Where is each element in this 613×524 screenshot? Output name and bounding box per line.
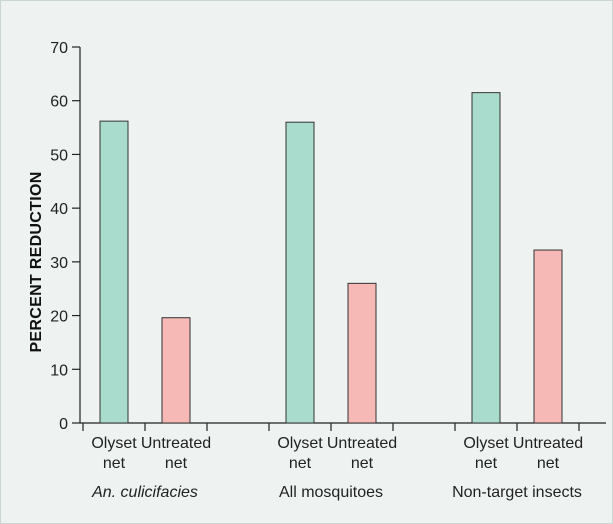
- bar: [99, 120, 129, 424]
- group-label: An. culicifacies: [91, 484, 198, 501]
- y-tick-label: 10: [50, 362, 68, 379]
- x-tick-label: Untreated net: [141, 435, 211, 472]
- bar: [347, 282, 377, 424]
- y-tick-label: 60: [50, 94, 68, 111]
- bar: [471, 92, 501, 424]
- x-tick-label: Olyset net: [91, 435, 137, 472]
- bar: [533, 249, 563, 424]
- group-label: Non-target insects: [452, 484, 582, 501]
- y-tick-label: 20: [50, 309, 68, 326]
- y-tick-label: 30: [50, 255, 68, 272]
- y-tick-label: 40: [50, 201, 68, 218]
- y-tick-label: 0: [59, 416, 68, 433]
- group-label: All mosquitoes: [279, 484, 383, 501]
- y-tick-label: 50: [50, 147, 68, 164]
- y-tick-label: 70: [50, 40, 68, 57]
- bar: [161, 317, 191, 424]
- y-axis: 0 10 20 30 40 50 60 70: [50, 40, 81, 433]
- x-tick-label: Untreated net: [513, 435, 583, 472]
- bar: [285, 121, 315, 424]
- bars: [99, 92, 563, 424]
- x-tick-label: Untreated net: [327, 435, 397, 472]
- x-tick-label: Olyset net: [277, 435, 323, 472]
- y-axis-label: PERCENT REDUCTION: [28, 171, 45, 352]
- x-tick-label: Olyset net: [463, 435, 509, 472]
- x-axis: [80, 422, 606, 431]
